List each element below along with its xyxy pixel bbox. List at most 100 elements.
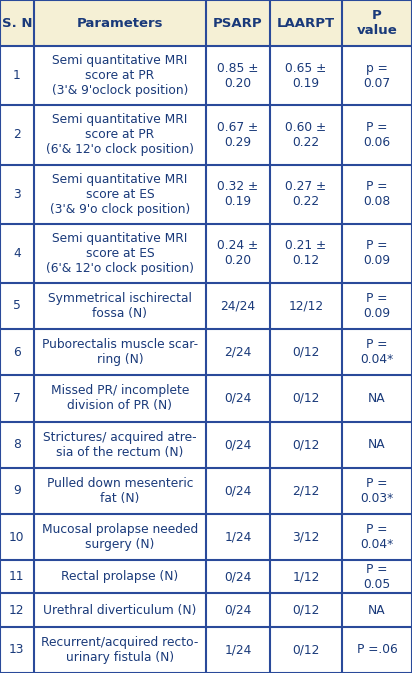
Text: P =
0.09: P = 0.09 (363, 292, 391, 320)
Bar (270, 223, 342, 283)
Bar (270, 421, 342, 468)
Bar (206, 514, 270, 560)
Text: 24/24: 24/24 (220, 299, 255, 312)
Bar (34, 376, 206, 421)
Text: 7: 7 (13, 392, 21, 405)
Bar (206, 283, 270, 329)
Text: 3/12: 3/12 (292, 530, 320, 544)
Bar (206, 106, 270, 165)
Bar (342, 0, 412, 46)
Text: 9: 9 (13, 485, 21, 497)
Text: P =
0.05: P = 0.05 (363, 563, 391, 591)
Bar (0, 46, 34, 106)
Bar (34, 283, 206, 329)
Bar (270, 165, 342, 223)
Text: 6: 6 (13, 346, 21, 359)
Text: 0/12: 0/12 (292, 392, 320, 405)
Bar (34, 560, 206, 594)
Bar (206, 468, 270, 514)
Text: 12/12: 12/12 (288, 299, 323, 312)
Text: NA: NA (368, 438, 386, 451)
Text: 0/24: 0/24 (224, 604, 252, 616)
Bar (34, 329, 206, 376)
Text: 1/24: 1/24 (224, 643, 252, 656)
Bar (34, 514, 206, 560)
Bar (0, 283, 34, 329)
Text: P
value: P value (357, 9, 397, 37)
Bar (342, 627, 412, 673)
Text: 0.65 ±
0.19: 0.65 ± 0.19 (285, 62, 327, 90)
Bar (0, 223, 34, 283)
Text: 12: 12 (9, 604, 25, 616)
Bar (270, 329, 342, 376)
Bar (34, 165, 206, 223)
Text: Rectal prolapse (N): Rectal prolapse (N) (61, 570, 178, 583)
Text: P =
0.04*: P = 0.04* (360, 523, 393, 551)
Bar (342, 468, 412, 514)
Text: 3: 3 (13, 188, 21, 201)
Text: NA: NA (368, 604, 386, 616)
Bar (206, 421, 270, 468)
Bar (206, 223, 270, 283)
Bar (270, 376, 342, 421)
Text: 4: 4 (13, 247, 21, 260)
Text: 5: 5 (13, 299, 21, 312)
Text: 8: 8 (13, 438, 21, 451)
Bar (0, 106, 34, 165)
Bar (206, 560, 270, 594)
Bar (270, 106, 342, 165)
Text: 1/12: 1/12 (292, 570, 320, 583)
Bar (34, 0, 206, 46)
Text: Urethral diverticulum (N): Urethral diverticulum (N) (43, 604, 197, 616)
Bar (270, 514, 342, 560)
Bar (342, 329, 412, 376)
Text: P =
0.08: P = 0.08 (363, 180, 391, 208)
Text: Mucosal prolapse needed
surgery (N): Mucosal prolapse needed surgery (N) (42, 523, 198, 551)
Text: 1/24: 1/24 (224, 530, 252, 544)
Text: Parameters: Parameters (77, 17, 163, 30)
Bar (206, 376, 270, 421)
Text: Missed PR/ incomplete
division of PR (N): Missed PR/ incomplete division of PR (N) (51, 384, 189, 413)
Bar (0, 421, 34, 468)
Bar (34, 468, 206, 514)
Text: 1: 1 (13, 69, 21, 82)
Text: 0.67 ±
0.29: 0.67 ± 0.29 (218, 121, 258, 149)
Bar (270, 594, 342, 627)
Text: Strictures/ acquired atre-
sia of the rectum (N): Strictures/ acquired atre- sia of the re… (43, 431, 197, 459)
Text: P =
0.04*: P = 0.04* (360, 339, 393, 366)
Text: Recurrent/acquired recto-
urinary fistula (N): Recurrent/acquired recto- urinary fistul… (41, 636, 199, 664)
Bar (34, 594, 206, 627)
Bar (342, 106, 412, 165)
Text: 0/12: 0/12 (292, 438, 320, 451)
Bar (270, 0, 342, 46)
Text: Puborectalis muscle scar-
ring (N): Puborectalis muscle scar- ring (N) (42, 339, 198, 366)
Bar (270, 627, 342, 673)
Text: P =
0.09: P = 0.09 (363, 240, 391, 267)
Text: LAARPT: LAARPT (277, 17, 335, 30)
Text: Pulled down mesenteric
fat (N): Pulled down mesenteric fat (N) (47, 477, 193, 505)
Bar (270, 46, 342, 106)
Text: PSARP: PSARP (213, 17, 263, 30)
Text: Semi quantitative MRI
score at ES
(3'& 9'o clock position): Semi quantitative MRI score at ES (3'& 9… (50, 173, 190, 215)
Bar (342, 46, 412, 106)
Text: 2/24: 2/24 (224, 346, 252, 359)
Text: 0/12: 0/12 (292, 604, 320, 616)
Bar (0, 514, 34, 560)
Bar (270, 468, 342, 514)
Bar (342, 594, 412, 627)
Text: Semi quantitative MRI
score at ES
(6'& 12'o clock position): Semi quantitative MRI score at ES (6'& 1… (46, 232, 194, 275)
Bar (342, 560, 412, 594)
Text: 11: 11 (9, 570, 25, 583)
Text: NA: NA (368, 392, 386, 405)
Bar (0, 594, 34, 627)
Bar (206, 165, 270, 223)
Bar (34, 223, 206, 283)
Bar (270, 283, 342, 329)
Text: 13: 13 (9, 643, 25, 656)
Bar (270, 560, 342, 594)
Text: p =
0.07: p = 0.07 (363, 62, 391, 90)
Bar (34, 46, 206, 106)
Bar (206, 594, 270, 627)
Bar (0, 0, 34, 46)
Bar (0, 165, 34, 223)
